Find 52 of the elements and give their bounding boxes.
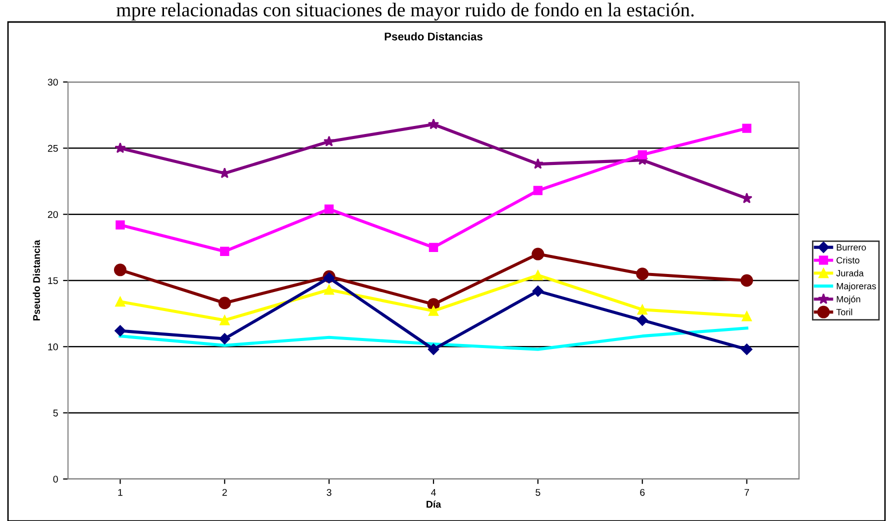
point [324,284,334,295]
x-tick-label: 4 [431,489,436,496]
point [428,344,440,355]
point [428,242,438,252]
point [741,344,752,355]
point [636,314,648,326]
y-axis-title: Pseudo Distancia [32,240,40,320]
point [742,311,752,322]
point [115,296,126,307]
x-tick-label: 1 [118,489,122,496]
x-tick-label: 6 [640,488,645,496]
chart-title: Pseudo Distancias [384,32,482,40]
point [428,118,440,130]
point [218,296,231,310]
point [532,248,544,260]
point [219,333,230,344]
point [636,268,649,280]
point [114,142,126,154]
point [740,274,754,287]
legend-label: Toril [836,308,852,316]
point [220,246,230,256]
text: mpre relacionadas con situaciones de mayor ruido de fondo en la estación. [116,2,694,20]
legend-label: Jurada [836,270,864,276]
y-tick-label: 5 [53,410,58,416]
point [742,124,752,133]
x-tick-label: 2 [222,488,227,496]
point [324,204,334,214]
legend-label: Burrero [836,244,866,251]
y-tick-label: 30 [48,78,58,86]
x-axis-title: Día [426,500,442,508]
legend-label: Cristo [836,256,860,264]
x-tick-label: 5 [536,489,540,496]
y-tick-label: 10 [48,343,58,350]
y-tick-label: 0 [53,476,58,483]
legend-label: Majoreras [836,282,876,292]
point [532,285,544,297]
point [220,315,230,326]
point [532,270,543,280]
point [114,264,126,276]
point [638,150,647,160]
y-tick-label: 25 [48,144,58,152]
point [428,306,438,316]
legend-label: Mojón [836,296,860,304]
point [116,220,125,230]
point [114,325,126,336]
point [637,304,648,315]
y-tick-label: 20 [48,211,58,218]
x-tick-label: 3 [326,488,332,496]
y-tick-label: 15 [48,277,58,284]
x-tick-label: 7 [744,489,749,496]
point [323,136,335,146]
point [533,186,543,196]
